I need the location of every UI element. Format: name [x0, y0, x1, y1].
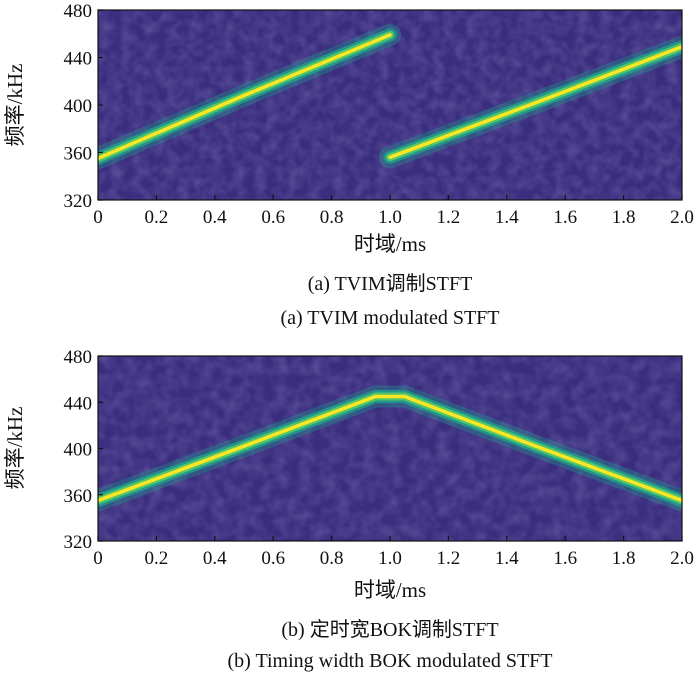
x-tick-label: 1.8 [612, 207, 636, 228]
panel-b-ridges [98, 385, 682, 512]
x-tick-label: 0.6 [261, 207, 285, 228]
panel-a-caption-cn: (a) TVIM调制STFT [308, 272, 473, 295]
x-tick-label: 1.0 [378, 207, 402, 228]
x-tick-label: 0.8 [320, 548, 344, 569]
ridge-2-layer-4 [388, 45, 682, 160]
x-tick-label: 1.2 [437, 207, 461, 228]
y-tick-label: 440 [64, 393, 93, 414]
y-tick-label: 400 [64, 440, 93, 461]
y-tick-label: 320 [64, 532, 93, 553]
y-tick-label: 400 [64, 96, 93, 117]
panel-a-caption-en: (a) TVIM modulated STFT [280, 307, 499, 329]
x-tick-label: 1.4 [495, 207, 519, 228]
x-tick-label: 1.8 [612, 548, 636, 569]
y-tick-label: 440 [64, 49, 93, 70]
panel-b-caption-cn: (b) 定时宽BOK调制STFT [281, 618, 498, 641]
y-tick-label: 360 [64, 144, 93, 165]
panel-b-y-axis-label: 频率/kHz [3, 407, 27, 490]
x-tick-label: 2.0 [670, 548, 694, 569]
y-tick-label: 480 [64, 347, 93, 368]
y-tick-label: 320 [64, 191, 93, 212]
panel-b-caption-en: (b) Timing width BOK modulated STFT [227, 650, 552, 672]
panel-a: 0 0.2 0.4 0.6 0.8 1.0 1.2 1.4 1.6 1.8 2.0 320 360 40… [3, 1, 694, 329]
panel-b-x-ticks: 0 0.2 0.4 0.6 0.8 1.0 1.2 1.4 1.6 1.8 2.0 [93, 536, 694, 569]
ridge-1-layer-4 [98, 394, 682, 503]
x-tick-label: 0.2 [145, 207, 169, 228]
ridge-1-layer-4 [98, 33, 392, 161]
x-tick-label: 0 [93, 207, 103, 228]
panel-a-ridges [98, 23, 682, 170]
x-tick-label: 2.0 [670, 207, 694, 228]
x-tick-label: 0.8 [320, 207, 344, 228]
x-tick-label: 1.2 [437, 548, 461, 569]
panel-b-x-axis-label: 时域/ms [354, 578, 426, 602]
x-tick-label: 0.4 [203, 548, 227, 569]
x-tick-label: 1.4 [495, 548, 519, 569]
x-tick-label: 0.2 [145, 548, 169, 569]
panel-b: 0 0.2 0.4 0.6 0.8 1.0 1.2 1.4 1.6 1.8 2.0 320 360 40… [3, 347, 694, 672]
y-tick-label: 360 [64, 486, 93, 507]
panel-a-x-ticks: 0 0.2 0.4 0.6 0.8 1.0 1.2 1.4 1.6 1.8 2.0 [93, 195, 694, 228]
panel-a-x-axis-label: 时域/ms [354, 232, 426, 256]
panel-a-y-axis-label: 频率/kHz [3, 64, 27, 147]
x-tick-label: 0 [93, 548, 103, 569]
x-tick-label: 0.4 [203, 207, 227, 228]
panel-b-noise [98, 356, 682, 541]
x-tick-label: 1.0 [378, 548, 402, 569]
y-tick-label: 480 [64, 1, 93, 22]
panel-a-y-ticks: 320 360 400 440 480 [64, 1, 103, 212]
panel-b-y-ticks: 320 360 400 440 480 [64, 347, 103, 553]
x-tick-label: 1.6 [553, 207, 577, 228]
x-tick-label: 0.6 [261, 548, 285, 569]
x-tick-label: 1.6 [553, 548, 577, 569]
